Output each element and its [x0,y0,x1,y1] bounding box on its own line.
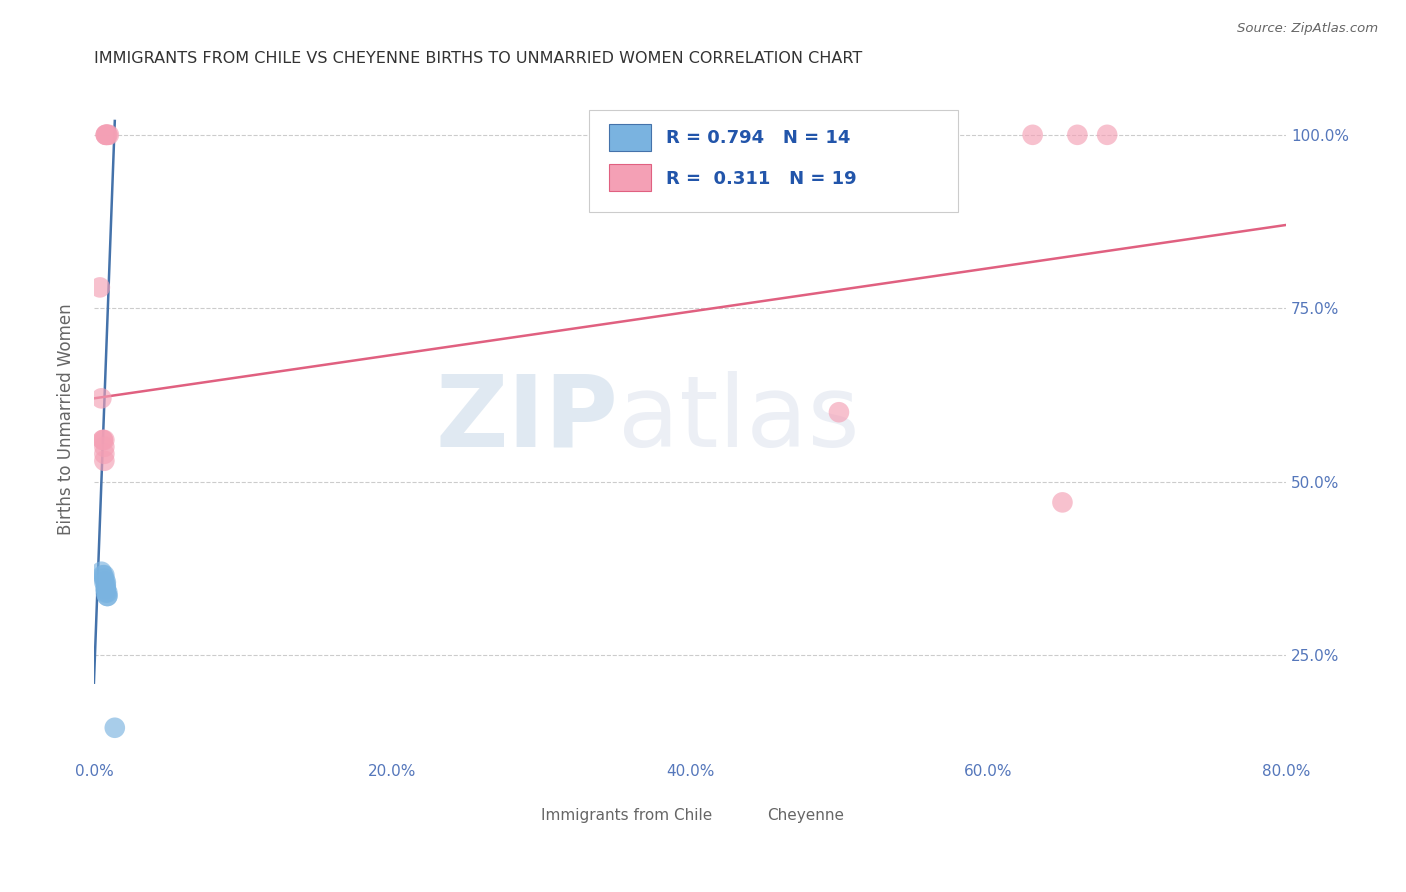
Point [1052,495,1074,509]
Point [96,585,118,599]
Point [97,128,120,142]
Text: R = 0.794   N = 14: R = 0.794 N = 14 [666,128,851,147]
Point [1066,128,1088,142]
Point [94,128,117,142]
Point [94,575,117,590]
Point [93,454,115,468]
Point [1021,128,1043,142]
Point [94,582,117,596]
FancyBboxPatch shape [488,803,529,827]
Point [93,447,115,461]
Point [90,392,112,406]
Point [96,128,118,142]
Point [91,433,114,447]
Point [1095,128,1118,142]
Point [90,565,112,579]
Text: R =  0.311   N = 19: R = 0.311 N = 19 [666,169,856,187]
Point [91,433,114,447]
Point [96,589,118,603]
Point [93,433,115,447]
FancyBboxPatch shape [609,123,651,151]
Point [91,568,114,582]
Point [96,589,118,603]
Point [94,579,117,593]
Point [93,568,115,582]
Text: ZIP: ZIP [436,371,619,467]
Point [94,128,117,142]
FancyBboxPatch shape [589,110,957,212]
Point [94,585,117,599]
Point [828,405,851,419]
Point [93,575,115,590]
Point [104,721,127,735]
Point [93,440,115,454]
Text: Cheyenne: Cheyenne [768,808,845,823]
Text: Source: ZipAtlas.com: Source: ZipAtlas.com [1237,22,1378,36]
Y-axis label: Births to Unmarried Women: Births to Unmarried Women [58,303,75,535]
Text: IMMIGRANTS FROM CHILE VS CHEYENNE BIRTHS TO UNMARRIED WOMEN CORRELATION CHART: IMMIGRANTS FROM CHILE VS CHEYENNE BIRTHS… [94,51,862,66]
Point [96,128,118,142]
Point [94,128,117,142]
Point [89,280,111,294]
FancyBboxPatch shape [609,164,651,192]
Text: atlas: atlas [619,371,860,467]
Point [93,572,115,586]
Point [94,582,117,596]
FancyBboxPatch shape [714,803,755,827]
Text: Immigrants from Chile: Immigrants from Chile [541,808,713,823]
